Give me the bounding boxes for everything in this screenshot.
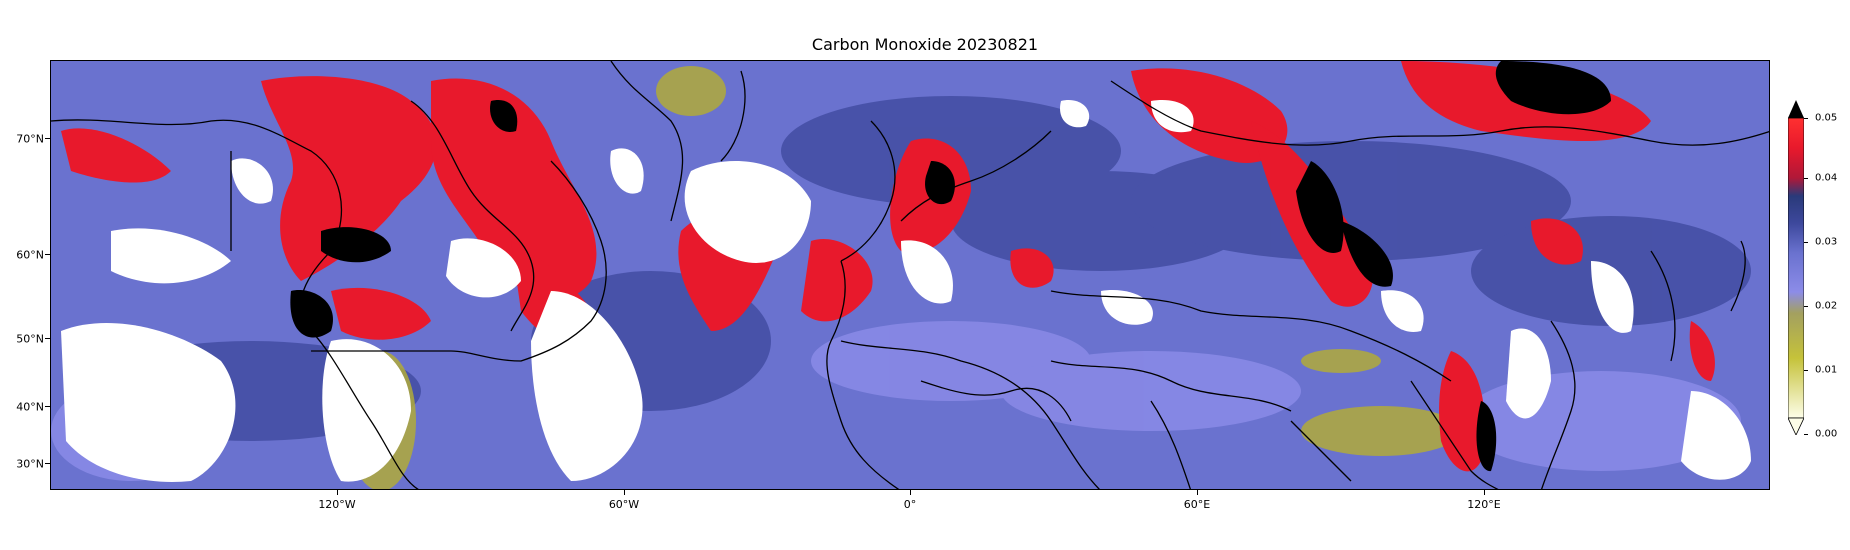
lon-tick-120w: 120°W [318,498,356,511]
colorbar-tick-mark [1804,434,1808,435]
colorbar-tick-mark [1804,306,1808,307]
lat-tick-mark [45,138,50,139]
colorbar-tick-001: 0.01 [1815,364,1838,376]
lon-tick-mark [1484,490,1485,495]
lat-tick-mark [45,406,50,407]
colorbar-tick-mark [1804,242,1808,243]
colorbar-tick-004: 0.04 [1815,172,1838,184]
lon-tick-60w: 60°W [608,498,640,511]
colorbar-tick-002: 0.02 [1815,300,1838,312]
lat-tick-30n: 30°N [16,457,44,471]
colorbar [1788,100,1804,435]
lon-tick-60e: 60°E [1183,498,1211,511]
lon-tick-mark [1197,490,1198,495]
lon-tick-mark [337,490,338,495]
lon-tick-120e: 120°E [1467,498,1501,511]
lat-tick-60n: 60°N [16,248,44,262]
map-canvas [51,61,1769,489]
lat-tick-mark [45,254,50,255]
colorbar-tick-000: 0.00 [1815,428,1838,440]
colorbar-tick-005: 0.05 [1815,112,1838,124]
lat-tick-mark [45,338,50,339]
colorbar-max-extend [1788,100,1804,118]
lon-tick-mark [624,490,625,495]
colorbar-tick-003: 0.03 [1815,236,1838,248]
lon-tick-0: 0° [903,498,917,511]
lat-tick-40n: 40°N [16,400,44,414]
colorbar-tick-mark [1804,370,1808,371]
co-concentration-map [50,60,1770,490]
lat-tick-mark [45,463,50,464]
colorbar-tick-mark [1804,178,1808,179]
lon-tick-mark [910,490,911,495]
lat-tick-70n: 70°N [16,132,44,146]
lat-tick-50n: 50°N [16,332,44,346]
colorbar-tick-mark [1804,118,1808,119]
map-title: Carbon Monoxide 20230821 [811,35,1039,54]
colorbar-min-extend [1788,417,1804,435]
